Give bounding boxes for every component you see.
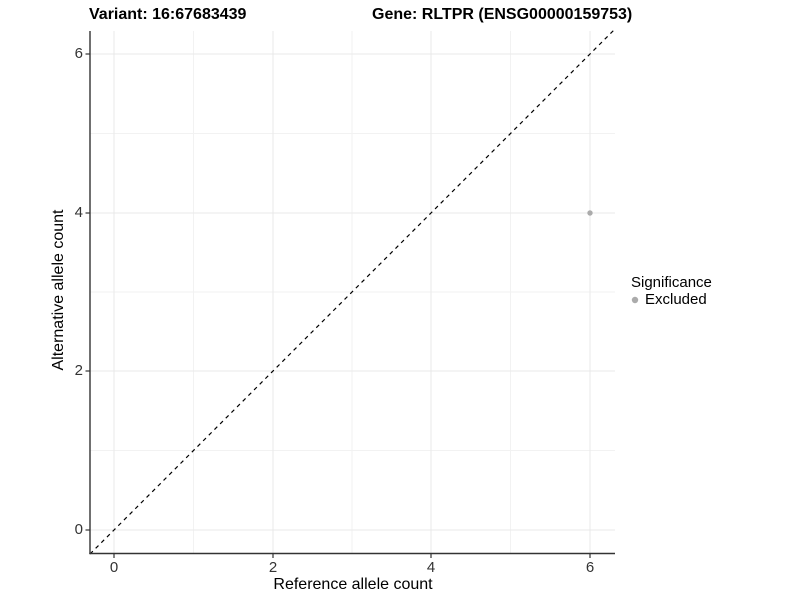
y-tick-label-6: 6 (74, 45, 83, 62)
gene-title: Gene: RLTPR (ENSG00000159753) (372, 6, 633, 23)
x-tick-label-0: 0 (109, 559, 119, 576)
y-tick-label-2: 2 (74, 362, 83, 379)
x-tick-label-4: 4 (426, 559, 436, 576)
data-point (587, 210, 593, 216)
axis-lines (89, 31, 615, 555)
x-tick-label-2: 2 (268, 559, 278, 576)
legend-item-excluded: Excluded (628, 291, 707, 308)
y-tick-label-0: 0 (74, 521, 83, 538)
y-axis-title: Alternative allele count (50, 209, 67, 371)
tick-marks (85, 53, 591, 558)
variant-title: Variant: 16:67683439 (89, 6, 247, 23)
identity-line (89, 30, 614, 555)
legend-title: Significance (631, 274, 712, 291)
major-gridlines (90, 31, 615, 554)
x-axis-title: Reference allele count (273, 576, 433, 593)
x-tick-label-6: 6 (585, 559, 595, 576)
legend-point-icon (631, 296, 639, 303)
legend-item-label: Excluded (645, 291, 707, 308)
y-tick-label-4: 4 (74, 204, 83, 221)
